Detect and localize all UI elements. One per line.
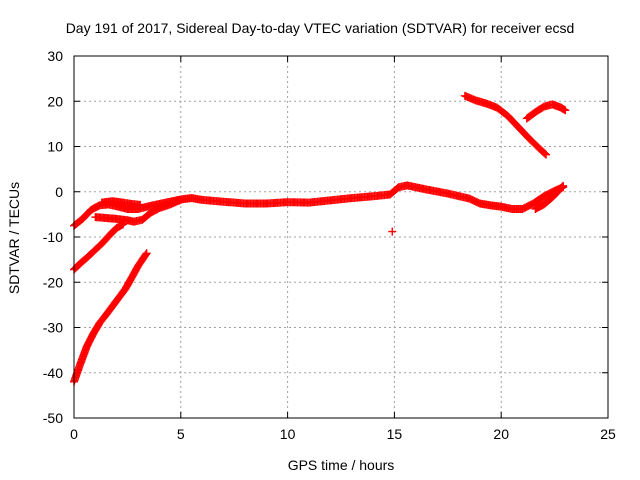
series-track-late-climb xyxy=(531,181,568,213)
data-point xyxy=(557,183,566,192)
data-point xyxy=(542,150,551,159)
y-tick-label: -40 xyxy=(43,365,63,381)
y-tick-label: -30 xyxy=(43,320,63,336)
chart-title: Day 191 of 2017, Sidereal Day-to-day VTE… xyxy=(65,20,575,36)
series-track-late-descent xyxy=(460,91,551,159)
data-point xyxy=(561,106,570,115)
x-tick-label: 0 xyxy=(70,426,78,442)
y-tick-label: 10 xyxy=(47,139,63,155)
data-point xyxy=(141,250,150,259)
series-track-upper-branch xyxy=(97,197,145,209)
y-tick-label: 30 xyxy=(47,48,63,64)
plot-frame xyxy=(73,55,609,419)
data-point xyxy=(540,149,549,158)
x-tick-label: 15 xyxy=(387,426,403,442)
series-track-lower-dip xyxy=(91,195,185,226)
series-track-main xyxy=(70,181,568,230)
x-tick-label: 25 xyxy=(600,426,616,442)
series-track-rise-17 xyxy=(70,220,128,274)
y-tick-label: 20 xyxy=(47,93,63,109)
series-track-late-arc xyxy=(522,100,570,123)
x-tick-label: 20 xyxy=(493,426,509,442)
y-axis-label: SDTVAR / TECUs xyxy=(6,181,22,295)
data-point xyxy=(136,200,145,209)
data-point xyxy=(142,249,151,258)
x-tick-label: 10 xyxy=(280,426,296,442)
data-point xyxy=(388,227,397,236)
series-outlier xyxy=(388,227,397,236)
series-track-rise-42 xyxy=(70,249,151,386)
x-tick-label: 5 xyxy=(177,426,185,442)
y-tick-label: 0 xyxy=(55,184,63,200)
data-point xyxy=(117,221,126,230)
data-point xyxy=(176,195,185,204)
y-tick-label: -50 xyxy=(43,410,63,426)
data-point xyxy=(559,181,568,190)
y-tick-label: -20 xyxy=(43,274,63,290)
data-point xyxy=(558,182,567,191)
data-point xyxy=(119,220,128,229)
y-tick-label: -10 xyxy=(43,229,63,245)
x-axis-label: GPS time / hours xyxy=(287,457,395,473)
